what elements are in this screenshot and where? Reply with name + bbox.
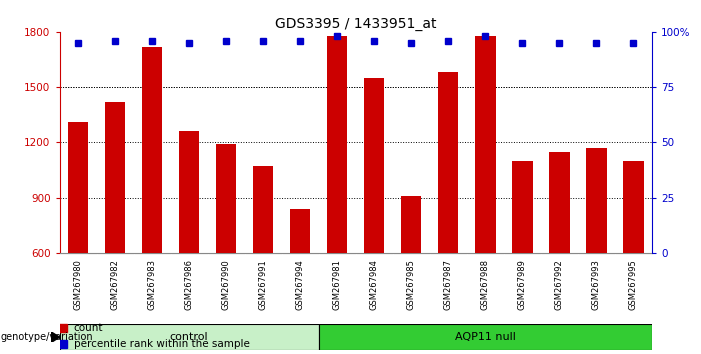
Text: GSM267991: GSM267991	[259, 259, 268, 309]
Text: count: count	[74, 323, 103, 333]
Text: genotype/variation: genotype/variation	[1, 332, 93, 342]
Text: GSM267987: GSM267987	[444, 259, 453, 310]
Text: GSM267995: GSM267995	[629, 259, 638, 309]
Bar	[105, 102, 125, 253]
Text: percentile rank within the sample: percentile rank within the sample	[74, 339, 250, 349]
Text: GSM267980: GSM267980	[74, 259, 83, 310]
Polygon shape	[51, 332, 60, 343]
Bar	[549, 152, 569, 253]
Bar	[364, 78, 384, 253]
Text: control: control	[170, 332, 208, 342]
Bar	[290, 209, 311, 253]
Bar	[216, 144, 236, 253]
Bar	[179, 131, 199, 253]
Text: GSM267981: GSM267981	[333, 259, 342, 310]
Bar	[68, 122, 88, 253]
Bar	[253, 166, 273, 253]
Text: GSM267994: GSM267994	[296, 259, 305, 309]
Bar	[142, 47, 163, 253]
Text: GSM267983: GSM267983	[148, 259, 156, 310]
Bar	[327, 35, 348, 253]
Bar	[475, 35, 496, 253]
Text: GSM267989: GSM267989	[518, 259, 527, 310]
Text: GSM267993: GSM267993	[592, 259, 601, 310]
Bar	[512, 161, 533, 253]
Text: GSM267992: GSM267992	[555, 259, 564, 309]
Bar	[60, 324, 319, 350]
Bar	[438, 73, 458, 253]
Text: AQP11 null: AQP11 null	[455, 332, 516, 342]
Bar	[623, 161, 644, 253]
Text: GSM267984: GSM267984	[369, 259, 379, 310]
Text: GSM267982: GSM267982	[111, 259, 120, 310]
Text: GSM267986: GSM267986	[184, 259, 193, 310]
Bar	[319, 324, 652, 350]
Text: GSM267988: GSM267988	[481, 259, 490, 310]
Text: GSM267985: GSM267985	[407, 259, 416, 310]
Bar	[586, 148, 606, 253]
Bar	[401, 196, 421, 253]
Title: GDS3395 / 1433951_at: GDS3395 / 1433951_at	[275, 17, 437, 31]
Text: GSM267990: GSM267990	[222, 259, 231, 309]
